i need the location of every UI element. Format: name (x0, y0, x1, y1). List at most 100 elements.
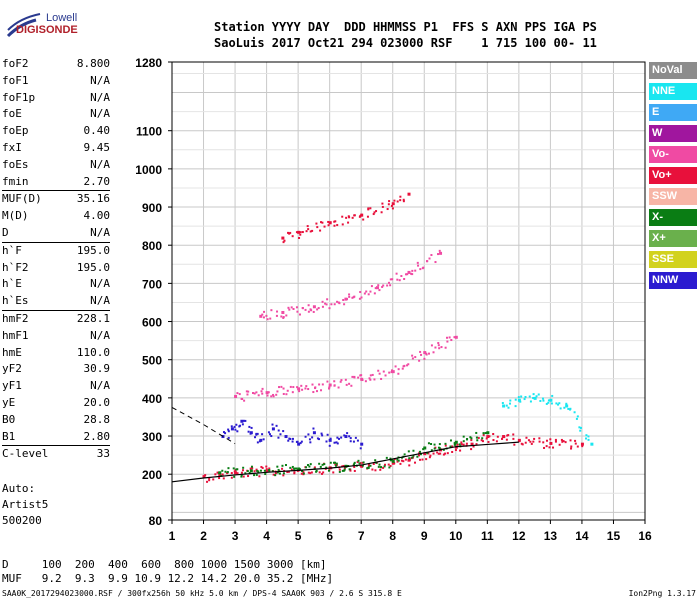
echo-point (453, 442, 456, 445)
echo-point (342, 299, 345, 302)
x-tick-label: 14 (575, 529, 589, 543)
echo-point (567, 407, 570, 410)
echo-point (530, 442, 533, 445)
echo-point (419, 458, 422, 461)
echo-point (234, 471, 238, 475)
echo-point (423, 452, 427, 456)
echo-point (574, 442, 577, 445)
echo-point (287, 231, 290, 234)
echo-point (532, 396, 535, 399)
echo-point (403, 278, 406, 281)
echo-point (404, 273, 407, 276)
echo-point (434, 346, 437, 349)
echo-point (282, 472, 285, 475)
param-value: 195.0 (76, 243, 110, 257)
param-key: h`Es (2, 294, 29, 308)
echo-point (396, 278, 399, 281)
echo-point (307, 433, 310, 436)
echo-point (367, 207, 370, 210)
echo-point (320, 472, 323, 475)
header-line-1: Station YYYY DAY DDD HHMMSS P1 FFS S AXN… (214, 20, 597, 34)
echo-point (475, 443, 478, 446)
echo-point (336, 442, 339, 445)
muf-table: D 100 200 400 600 800 1000 1500 3000 [km… (2, 558, 333, 586)
echo-point (283, 239, 286, 242)
echo-point (480, 439, 483, 442)
echo-point (260, 390, 263, 393)
echo-point (379, 468, 382, 471)
muf-value-row: MUF 9.2 9.3 9.9 10.9 12.2 14.2 20.0 35.2… (2, 572, 334, 585)
legend-item: NoVal (649, 62, 697, 79)
param-key: C-level (2, 447, 49, 461)
echo-point (227, 467, 230, 470)
echo-point (406, 273, 409, 276)
echo-point (265, 465, 268, 468)
param-value: N/A (90, 107, 110, 121)
echo-point (291, 437, 294, 440)
echo-point (369, 290, 372, 293)
echo-point (430, 254, 433, 257)
echo-point (297, 230, 301, 234)
echo-point (508, 402, 511, 405)
echo-point (361, 464, 364, 467)
echo-point (284, 435, 288, 439)
x-tick-label: 5 (295, 529, 302, 543)
echo-point (244, 472, 247, 475)
echo-point (422, 448, 425, 451)
echo-point (373, 292, 376, 295)
echo-point (325, 440, 328, 443)
echo-point (269, 317, 272, 320)
param-value: 33 (96, 447, 110, 461)
echo-point (260, 465, 263, 468)
echo-point (257, 394, 260, 397)
echo-point (391, 459, 395, 463)
x-tick-label: 16 (638, 529, 652, 543)
echo-point (475, 436, 478, 439)
header-line-2: SaoLuis 2017 Oct21 294 023000 RSF 1 715 … (214, 36, 597, 50)
echo-point (218, 477, 221, 480)
echo-point (316, 308, 319, 311)
param-key: h`E (2, 277, 22, 291)
echo-point (240, 475, 243, 478)
echo-point (442, 453, 445, 456)
echo-point (261, 387, 264, 390)
echo-point (505, 438, 508, 441)
echo-point (547, 401, 550, 404)
echo-point (558, 402, 561, 405)
echo-point (349, 440, 352, 443)
x-tick-label: 9 (421, 529, 428, 543)
echo-point (299, 231, 302, 234)
echo-point (348, 435, 351, 438)
echo-point (581, 445, 584, 448)
echo-point (328, 386, 331, 389)
echo-point (286, 470, 289, 473)
echo-point (296, 440, 299, 443)
param-row: hmE 110.0 (2, 345, 110, 362)
echo-point (373, 211, 376, 214)
echo-point (517, 438, 521, 442)
echo-point (514, 398, 517, 401)
echo-point (374, 459, 377, 462)
echo-point (430, 344, 433, 347)
echo-point (552, 446, 555, 449)
echo-point (277, 436, 280, 439)
echo-point (423, 351, 427, 355)
echo-point (265, 469, 269, 473)
echo-point (208, 477, 211, 480)
y-tick-label: 1000 (135, 163, 162, 177)
echo-point (507, 434, 510, 437)
echo-point (293, 471, 296, 474)
echo-point (296, 386, 299, 389)
echo-point (312, 391, 315, 394)
echo-point (333, 384, 336, 387)
echo-point (289, 466, 292, 469)
echo-point (565, 402, 568, 405)
echo-point (333, 441, 336, 444)
echo-point (282, 474, 285, 477)
echo-point (347, 221, 350, 224)
x-tick-label: 8 (389, 529, 396, 543)
echo-point (514, 405, 517, 408)
echo-point (400, 459, 403, 462)
param-row: yF2 30.9 (2, 361, 110, 378)
echo-point (434, 261, 437, 264)
